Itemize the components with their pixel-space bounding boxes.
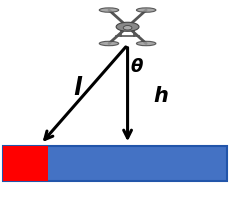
Text: $\bfit{l}$: $\bfit{l}$ [73,76,83,100]
Ellipse shape [136,41,155,46]
Bar [3,146,226,181]
Ellipse shape [123,26,131,30]
Ellipse shape [99,8,118,12]
Ellipse shape [136,8,155,12]
Bar [3,146,47,181]
Text: $\bfit{h}$: $\bfit{h}$ [152,86,168,106]
Ellipse shape [99,41,118,46]
Text: $\bfit{\theta}$: $\bfit{\theta}$ [129,58,143,76]
Ellipse shape [116,22,138,31]
